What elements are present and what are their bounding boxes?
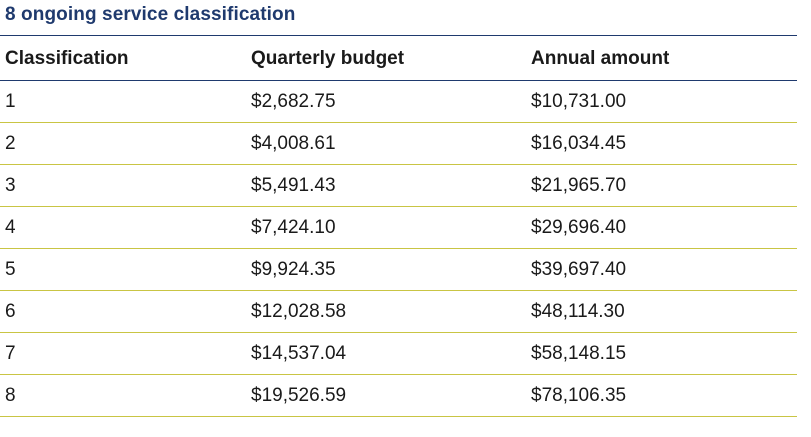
cell-classification: 2 bbox=[0, 122, 246, 165]
cell-quarterly-budget: $4,008.61 bbox=[246, 122, 526, 165]
table-row: 3 $5,491.43 $21,965.70 bbox=[0, 164, 797, 207]
cell-annual-amount: $78,106.35 bbox=[526, 374, 797, 417]
cell-quarterly-budget: $7,424.10 bbox=[246, 206, 526, 249]
header-classification: Classification bbox=[0, 38, 246, 81]
cell-annual-amount: $21,965.70 bbox=[526, 164, 797, 207]
table-row: 4 $7,424.10 $29,696.40 bbox=[0, 206, 797, 249]
cell-classification: 7 bbox=[0, 332, 246, 375]
cell-classification: 4 bbox=[0, 206, 246, 249]
table-row: 5 $9,924.35 $39,697.40 bbox=[0, 248, 797, 291]
table-row: 8 $19,526.59 $78,106.35 bbox=[0, 374, 797, 417]
cell-quarterly-budget: $5,491.43 bbox=[246, 164, 526, 207]
cell-quarterly-budget: $12,028.58 bbox=[246, 290, 526, 333]
header-row: Classification Quarterly budget Annual a… bbox=[0, 38, 797, 81]
table-row: 7 $14,537.04 $58,148.15 bbox=[0, 332, 797, 375]
cell-annual-amount: $16,034.45 bbox=[526, 122, 797, 165]
cell-classification: 8 bbox=[0, 374, 246, 417]
cell-classification: 5 bbox=[0, 248, 246, 291]
table-row: 1 $2,682.75 $10,731.00 bbox=[0, 80, 797, 123]
header-annual-amount: Annual amount bbox=[526, 38, 797, 81]
cell-quarterly-budget: $14,537.04 bbox=[246, 332, 526, 375]
cell-classification: 3 bbox=[0, 164, 246, 207]
cell-classification: 6 bbox=[0, 290, 246, 333]
title-divider bbox=[0, 35, 797, 36]
header-quarterly-budget: Quarterly budget bbox=[246, 38, 526, 81]
cell-annual-amount: $10,731.00 bbox=[526, 80, 797, 123]
cell-quarterly-budget: $9,924.35 bbox=[246, 248, 526, 291]
cell-annual-amount: $58,148.15 bbox=[526, 332, 797, 375]
table-row: 2 $4,008.61 $16,034.45 bbox=[0, 122, 797, 165]
cell-annual-amount: $29,696.40 bbox=[526, 206, 797, 249]
table-row: 6 $12,028.58 $48,114.30 bbox=[0, 290, 797, 333]
cell-annual-amount: $39,697.40 bbox=[526, 248, 797, 291]
cell-classification: 1 bbox=[0, 80, 246, 123]
cell-annual-amount: $48,114.30 bbox=[526, 290, 797, 333]
classification-table: Classification Quarterly budget Annual a… bbox=[0, 38, 797, 417]
table-title: 8 ongoing service classification bbox=[5, 4, 296, 25]
cell-quarterly-budget: $2,682.75 bbox=[246, 80, 526, 123]
cell-quarterly-budget: $19,526.59 bbox=[246, 374, 526, 417]
